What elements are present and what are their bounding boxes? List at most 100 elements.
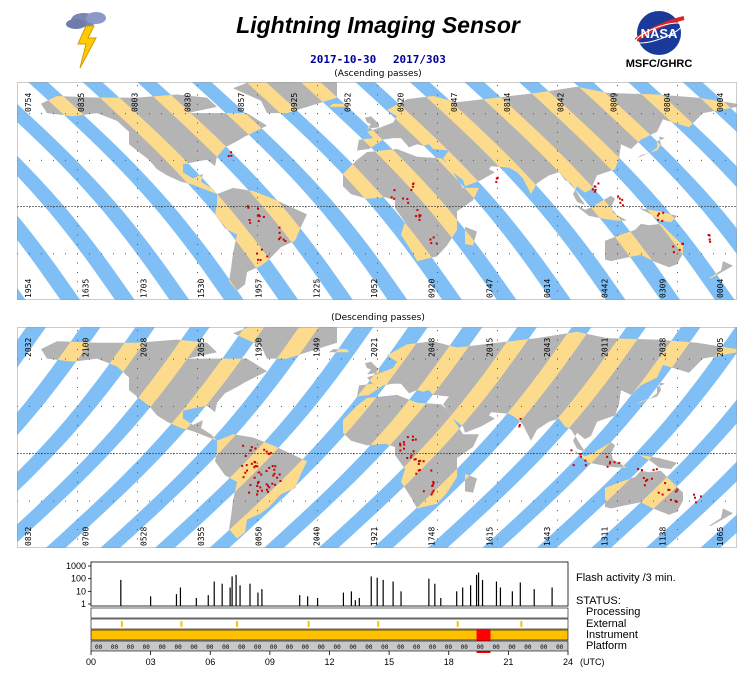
desc-flash <box>695 501 698 504</box>
asc-grid-dot <box>281 113 282 115</box>
desc-grid-dot <box>257 424 258 426</box>
asc-grid-dot <box>137 234 138 236</box>
desc-flash <box>263 448 266 451</box>
asc-grid-dot <box>677 262 678 264</box>
asc-bottom-time: 0442 <box>601 279 610 298</box>
desc-grid-dot <box>437 339 438 341</box>
desc-flash <box>606 465 609 468</box>
desc-grid-dot <box>161 500 162 502</box>
asc-grid-dot <box>569 113 570 115</box>
desc-grid-dot <box>437 529 438 531</box>
desc-grid-dot <box>77 424 78 426</box>
asc-grid-dot <box>137 253 138 255</box>
desc-flash <box>256 493 259 496</box>
asc-flash <box>432 236 435 239</box>
desc-flash <box>572 464 575 467</box>
desc-grid-dot <box>317 377 318 379</box>
desc-grid-dot <box>617 415 618 417</box>
asc-grid-dot <box>185 206 186 208</box>
asc-grid-dot <box>377 122 378 124</box>
asc-new-zealand <box>709 261 733 279</box>
asc-grid-dot <box>677 187 678 189</box>
desc-grid-dot <box>557 538 558 540</box>
desc-bottom-time: 1615 <box>485 527 494 546</box>
asc-flash <box>256 252 259 255</box>
desc-grid-dot <box>653 500 654 502</box>
asc-grid-dot <box>497 262 498 264</box>
asc-grid-dot <box>269 206 270 208</box>
asc-grid-dot <box>665 253 666 255</box>
asc-grid-dot <box>77 206 78 208</box>
desc-grid-dot <box>245 358 246 360</box>
desc-flash <box>399 449 402 452</box>
desc-swath <box>17 327 47 368</box>
asc-flash <box>257 214 260 217</box>
asc-top-time: 0804 <box>663 93 672 112</box>
asc-grid-dot <box>137 103 138 105</box>
y-tick-label: 10 <box>76 586 86 596</box>
asc-swath <box>17 215 81 300</box>
asc-grid-dot <box>245 113 246 115</box>
asc-grid-dot <box>317 187 318 189</box>
desc-land-swath <box>209 327 428 548</box>
asc-grid-dot <box>509 113 510 115</box>
desc-grid-dot <box>341 405 342 407</box>
asc-grid-dot <box>497 253 498 255</box>
x-tick-label: 21 <box>503 657 513 667</box>
desc-flash <box>274 465 277 468</box>
desc-grid-dot <box>173 405 174 407</box>
desc-flash <box>250 462 253 465</box>
flash-activity-label: Flash activity /3 min. <box>576 572 676 584</box>
desc-grid-dot <box>113 500 114 502</box>
desc-grid-dot <box>77 481 78 483</box>
desc-grid-dot <box>449 358 450 360</box>
asc-grid-dot <box>521 159 522 161</box>
desc-top-time: 2048 <box>428 338 437 357</box>
asc-grid-dot <box>29 159 30 161</box>
asc-grid-dot <box>257 290 258 292</box>
asc-flash <box>708 234 711 237</box>
asc-flash <box>672 251 675 254</box>
desc-grid-dot <box>257 510 258 512</box>
platform-mark: 00 <box>238 644 246 651</box>
asc-grid-dot <box>329 206 330 208</box>
asc-grid-dot <box>137 85 138 87</box>
asc-grid-dot <box>425 159 426 161</box>
asc-grid-dot <box>365 159 366 161</box>
asc-africa <box>343 149 479 262</box>
desc-grid-dot <box>257 358 258 360</box>
desc-grid-dot <box>617 538 618 540</box>
desc-grid-dot <box>677 434 678 436</box>
asc-grid-dot <box>377 85 378 87</box>
asc-grid-dot <box>197 225 198 227</box>
asc-grid-dot <box>197 253 198 255</box>
desc-grid-dot <box>569 405 570 407</box>
desc-flash <box>272 474 275 477</box>
desc-grid-dot <box>353 453 354 455</box>
asc-grid-dot <box>389 113 390 115</box>
asc-grid-dot <box>617 225 618 227</box>
desc-grid-dot <box>437 377 438 379</box>
asc-grid-dot <box>89 206 90 208</box>
desc-grid-dot <box>497 472 498 474</box>
asc-grid-dot <box>77 187 78 189</box>
asc-grid-dot <box>617 187 618 189</box>
desc-grid-dot <box>29 453 30 455</box>
asc-grid-dot <box>137 178 138 180</box>
desc-grid-dot <box>677 491 678 493</box>
asc-grid-dot <box>257 225 258 227</box>
desc-grid-dot <box>629 358 630 360</box>
desc-grid-dot <box>545 500 546 502</box>
asc-grid-dot <box>197 197 198 199</box>
asc-flash <box>227 155 230 158</box>
asc-flash <box>256 214 259 217</box>
desc-grid-dot <box>617 349 618 351</box>
desc-grid-dot <box>677 519 678 521</box>
asc-grid-dot <box>713 159 714 161</box>
asc-grid-dot <box>149 206 150 208</box>
asc-grid-dot <box>677 225 678 227</box>
asc-grid-dot <box>593 206 594 208</box>
desc-grid-dot <box>377 424 378 426</box>
desc-grid-dot <box>437 386 438 388</box>
desc-grid-dot <box>461 405 462 407</box>
